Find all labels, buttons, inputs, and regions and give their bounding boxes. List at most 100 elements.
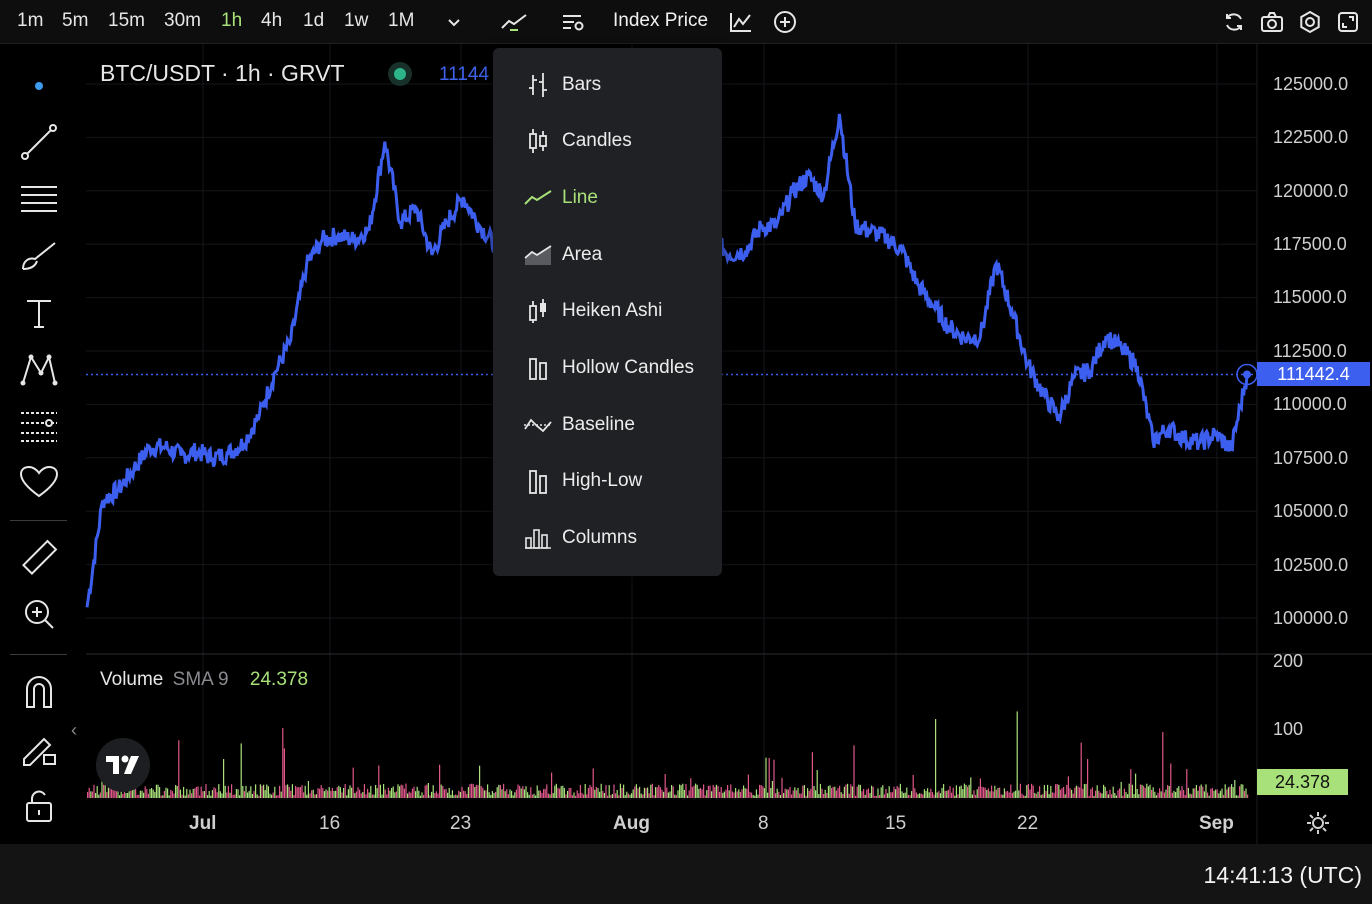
volume-bar [714, 787, 716, 798]
volume-bar [549, 794, 551, 798]
volume-bar [451, 790, 453, 798]
volume-bar [847, 783, 849, 798]
indicators-icon[interactable] [728, 9, 754, 35]
menu-item-heiken-ashi[interactable]: Heiken Ashi [493, 286, 722, 336]
menu-item-label: Heiken Ashi [562, 300, 663, 321]
volume-bar [691, 786, 693, 798]
volume-bar [279, 785, 281, 798]
menu-item-candles[interactable]: Candles [493, 116, 722, 166]
volume-bar [1051, 792, 1053, 798]
volume-bar [933, 794, 935, 798]
heart-icon[interactable] [17, 460, 61, 504]
timeframe-1h[interactable]: 1h [221, 10, 243, 31]
volume-bar [834, 786, 836, 798]
volume-bar [1043, 785, 1045, 798]
volume-bar [155, 784, 157, 798]
timeframe-1M[interactable]: 1M [388, 10, 415, 31]
volume-bar [528, 794, 530, 798]
menu-item-baseline[interactable]: Baseline [493, 400, 722, 450]
axis-settings-icon[interactable] [1305, 810, 1331, 841]
volume-bar [403, 788, 405, 798]
gear-icon[interactable] [1297, 9, 1323, 35]
volume-bar [672, 786, 674, 798]
volume-bar [791, 794, 793, 798]
cursor-dot-icon[interactable] [17, 64, 61, 108]
magnet-icon[interactable] [17, 670, 61, 714]
volume-bar [645, 788, 647, 798]
volume-bar [637, 788, 639, 798]
menu-item-line[interactable]: Line [493, 173, 722, 223]
chevron-left-icon[interactable]: ‹ [71, 720, 77, 740]
timeframe-1m[interactable]: 1m [17, 10, 44, 31]
volume-bar [765, 757, 767, 798]
volume-bar [1143, 786, 1145, 798]
volume-bar [178, 740, 180, 798]
volume-bar [303, 792, 305, 798]
volume-bar [1197, 790, 1199, 798]
timeframe-30m[interactable]: 30m [164, 10, 201, 31]
volume-bar [1011, 792, 1013, 798]
unlock-icon[interactable] [17, 784, 61, 828]
volume-bar [906, 787, 908, 798]
trend-line-icon[interactable] [17, 120, 61, 164]
volume-bar [893, 786, 895, 798]
chevron-down-icon[interactable] [441, 9, 467, 35]
volume-bar [1069, 788, 1071, 798]
indicators-settings-icon[interactable] [560, 9, 586, 35]
refresh-icon[interactable] [1221, 9, 1247, 35]
volume-bar [483, 790, 485, 798]
volume-bar [245, 785, 247, 798]
menu-item-bars[interactable]: Bars [493, 60, 722, 110]
volume-bar [258, 795, 260, 798]
volume-bar [767, 792, 769, 798]
volume-bar [111, 784, 113, 798]
pattern-tool-icon[interactable] [17, 347, 61, 391]
volume-bar [551, 772, 553, 798]
volume-bar [309, 793, 311, 798]
lock-drawings-icon[interactable] [17, 726, 61, 770]
top-toolbar: 1m 5m 15m 30m 1h 4h 1d 1w 1M Index Price [0, 0, 1372, 44]
tradingview-logo-icon[interactable] [96, 738, 150, 792]
menu-item-high-low[interactable]: High-Low [493, 456, 722, 506]
volume-bar [783, 793, 785, 798]
volume-bar [295, 785, 297, 798]
timeframe-1d[interactable]: 1d [303, 10, 325, 31]
camera-icon[interactable] [1259, 9, 1285, 35]
volume-bar [275, 795, 277, 798]
volume-bar [840, 792, 842, 798]
index-price-button[interactable]: Index Price [613, 10, 709, 31]
volume-bar [634, 786, 636, 798]
volume-bar [272, 792, 274, 798]
add-plus-icon[interactable] [772, 9, 798, 35]
volume-bar [491, 791, 493, 798]
volume-bar [456, 795, 458, 798]
volume-bar [978, 786, 980, 798]
menu-item-columns[interactable]: Columns [493, 513, 722, 563]
fullscreen-icon[interactable] [1335, 9, 1361, 35]
timeframe-5m[interactable]: 5m [62, 10, 89, 31]
volume-bar [255, 784, 257, 798]
volume-bar [1061, 788, 1063, 798]
volume-bar [818, 794, 820, 798]
volume-bar [322, 788, 324, 798]
prediction-tool-icon[interactable] [17, 404, 61, 448]
menu-item-hollow-candles[interactable]: Hollow Candles [493, 343, 722, 393]
volume-bar [760, 785, 762, 798]
line-chart-type-icon[interactable] [501, 9, 527, 35]
timeframe-15m[interactable]: 15m [108, 10, 145, 31]
hollow-candles-icon [523, 353, 553, 383]
volume-bar [845, 784, 847, 798]
volume-bar [512, 795, 514, 798]
volume-bar [960, 785, 962, 798]
timeframe-4h[interactable]: 4h [261, 10, 283, 31]
horizontal-lines-icon[interactable] [17, 177, 61, 221]
zoom-in-icon[interactable] [17, 592, 61, 636]
text-tool-icon[interactable] [17, 291, 61, 335]
timeframe-1w[interactable]: 1w [344, 10, 369, 31]
menu-item-area[interactable]: Area [493, 230, 722, 280]
brush-icon[interactable] [17, 234, 61, 278]
ruler-icon[interactable] [17, 536, 61, 580]
volume-bar [746, 788, 748, 798]
volume-bar [1240, 784, 1242, 798]
high-low-icon [523, 466, 553, 496]
